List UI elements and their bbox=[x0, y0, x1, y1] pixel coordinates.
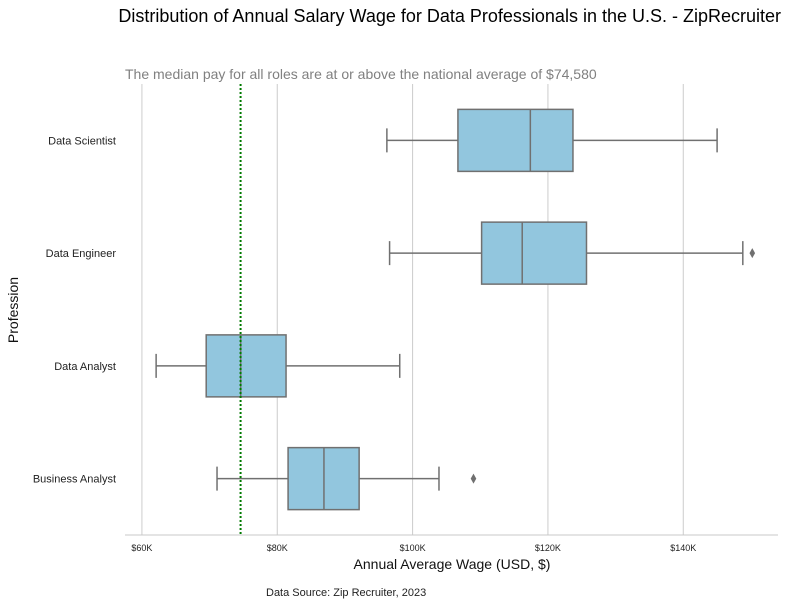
box-data-scientist bbox=[386, 108, 718, 173]
y-tick-label: Data Scientist bbox=[48, 135, 116, 147]
grid-lines bbox=[141, 84, 684, 535]
x-tick-label: $100K bbox=[400, 543, 426, 553]
box-data-analyst bbox=[155, 334, 401, 398]
chart-title: Distribution of Annual Salary Wage for D… bbox=[118, 6, 781, 26]
x-tick-label: $80K bbox=[267, 543, 288, 553]
outlier-point bbox=[749, 248, 756, 259]
y-axis-label: Profession bbox=[5, 277, 21, 343]
y-tick-label: Data Analyst bbox=[54, 361, 116, 373]
box-business-analyst bbox=[216, 446, 477, 511]
x-tick-label: $60K bbox=[131, 543, 152, 553]
box-data-engineer bbox=[388, 221, 756, 285]
axes: $60K $80K $100K $120K $140K Data Scientist Dat… bbox=[33, 135, 778, 553]
x-axis-label: Annual Average Wage (USD, $) bbox=[354, 556, 551, 572]
y-tick-label: Data Engineer bbox=[46, 248, 117, 260]
chart-subtitle: The median pay for all roles are at or a… bbox=[125, 66, 597, 82]
data-source-note: Data Source: Zip Recruiter, 2023 bbox=[266, 587, 427, 599]
iqr-box bbox=[457, 108, 574, 173]
outlier-point bbox=[470, 473, 477, 484]
iqr-box bbox=[205, 334, 287, 398]
y-tick-label: Business Analyst bbox=[33, 474, 116, 486]
box-series bbox=[155, 108, 756, 511]
iqr-box bbox=[480, 221, 588, 285]
x-tick-label: $140K bbox=[670, 543, 696, 553]
x-tick-label: $120K bbox=[535, 543, 561, 553]
